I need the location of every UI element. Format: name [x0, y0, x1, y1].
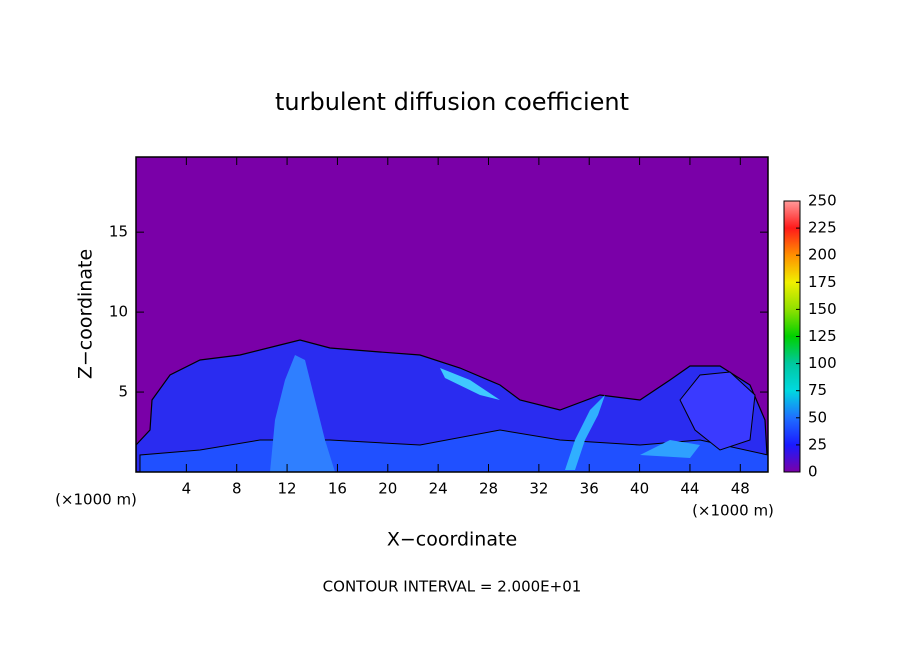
- field-region: [640, 440, 700, 458]
- x-tick-label: 16: [328, 480, 347, 498]
- footer-note: CONTOUR INTERVAL = 2.000E+01: [323, 578, 582, 596]
- y-axis-label: Z−coordinate: [75, 249, 97, 379]
- colorbar-tick-label: 75: [808, 381, 827, 399]
- y-tick-label: 5: [118, 383, 128, 401]
- x-tick-label: 20: [378, 480, 397, 498]
- y-tick-label: 15: [109, 223, 128, 241]
- colorbar-tick-label: 0: [808, 463, 818, 481]
- field-region: [679, 371, 756, 451]
- x-tick-label: 12: [278, 480, 297, 498]
- colorbar-tick-label: 250: [808, 192, 837, 210]
- field-region: [440, 368, 500, 400]
- x-unit-label: (×1000 m): [55, 491, 137, 509]
- y-tick-label: 10: [109, 303, 128, 321]
- colorbar-tick-label: 225: [808, 219, 837, 237]
- x-tick-label: 48: [731, 480, 750, 498]
- x-tick-label: 44: [680, 480, 699, 498]
- colorbar-tick-label: 50: [808, 408, 827, 426]
- x-tick-label: 4: [182, 480, 192, 498]
- x-tick-label: 28: [479, 480, 498, 498]
- x-tick-label: 32: [529, 480, 548, 498]
- field-regions: [136, 339, 768, 472]
- x-axis-label: X−coordinate: [387, 529, 517, 551]
- colorbar-tick-label: 125: [808, 327, 837, 345]
- x-tick-label: 24: [429, 480, 448, 498]
- x-tick-label: 40: [630, 480, 649, 498]
- field-region: [565, 395, 605, 470]
- colorbar-tick-label: 200: [808, 246, 837, 264]
- x-tick-label: 36: [580, 480, 599, 498]
- x-unit-label: (×1000 m): [692, 502, 774, 520]
- colorbar-tick-label: 175: [808, 273, 837, 291]
- plot-frame: [135, 156, 769, 473]
- colorbar-tick-label: 150: [808, 300, 837, 318]
- colorbar-tick-label: 100: [808, 354, 837, 372]
- chart-title: turbulent diffusion coefficient: [275, 88, 629, 116]
- field-region: [270, 355, 335, 472]
- x-tick-label: 8: [232, 480, 242, 498]
- colorbar-tick-label: 25: [808, 435, 827, 453]
